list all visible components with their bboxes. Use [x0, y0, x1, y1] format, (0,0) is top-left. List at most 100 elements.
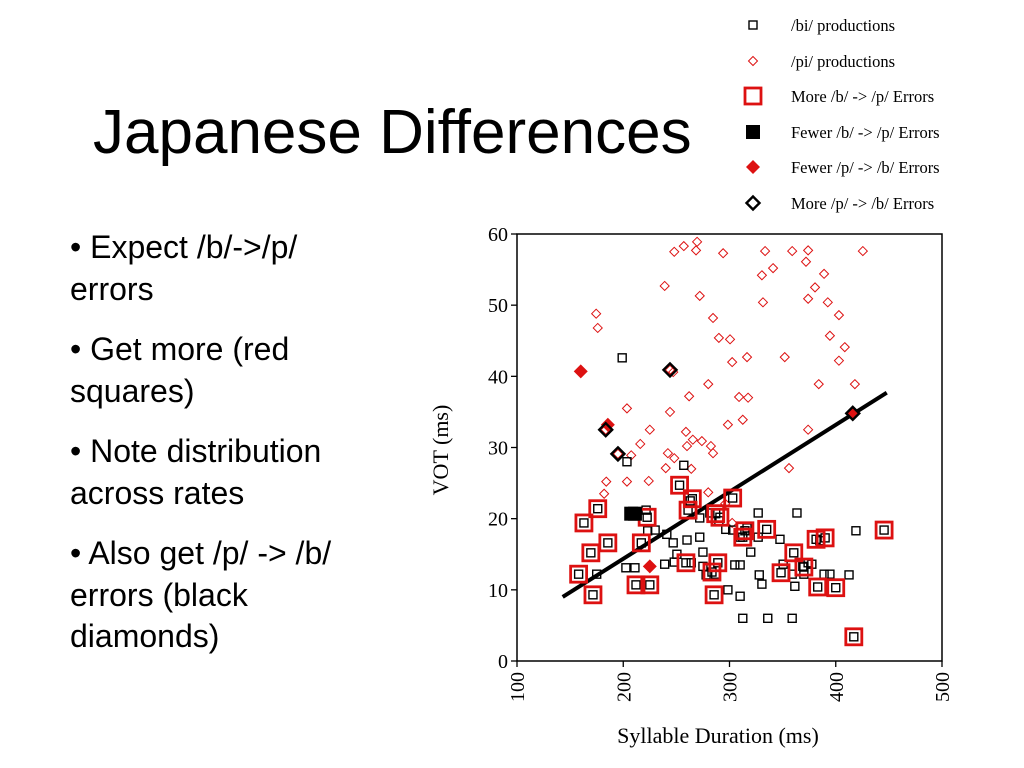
- bi-productions-point: [659, 559, 670, 569]
- pi-productions-point: [621, 403, 633, 414]
- bi-productions-point: [753, 508, 763, 518]
- bi-productions-point: [642, 512, 652, 522]
- more-b-to-p-errors-point: [706, 504, 726, 524]
- y-axis-label: VOT (ms): [428, 405, 453, 496]
- pi-productions-point: [767, 262, 779, 274]
- bi-productions-point: [735, 560, 745, 570]
- fewer-b-to-p-errors-point: [627, 506, 642, 521]
- bi-productions-point: [757, 579, 767, 589]
- pi-productions-point: [644, 424, 656, 435]
- axis-ticks: 0 10 20 30 40 50 60 100 200 300 400 500: [488, 224, 954, 702]
- legend-marker-fewer-b-to-p-errors: [746, 125, 760, 139]
- bi-productions-point: [735, 591, 745, 601]
- bi-productions-point: [573, 569, 584, 579]
- bi-productions-point: [849, 632, 859, 642]
- bi-productions-point: [792, 508, 802, 518]
- more-b-to-p-errors-point: [678, 500, 698, 520]
- bi-productions-point: [679, 460, 689, 470]
- x-axis-label: Syllable Duration (ms): [617, 723, 819, 748]
- y-tick-label: 0: [498, 651, 508, 673]
- bi-productions-point: [603, 538, 613, 548]
- more-b-to-p-errors-point: [704, 585, 724, 605]
- bi-productions-point: [754, 570, 764, 580]
- pi-productions-point: [590, 308, 602, 319]
- pi-productions-point: [742, 392, 754, 403]
- bi-productions-point: [621, 563, 631, 573]
- y-tick-label: 50: [488, 295, 508, 317]
- bi-productions-point: [775, 534, 785, 545]
- more-p-to-b-errors-point: [597, 421, 614, 438]
- more-b-to-p-errors-point: [676, 553, 696, 573]
- pi-productions-point: [833, 355, 845, 366]
- bi-productions-point: [593, 504, 603, 514]
- legend-label-more-b-to-p-errors: More /b/ -> /p/ Errors: [791, 87, 934, 106]
- pi-productions-point: [839, 341, 850, 353]
- bi-productions-point: [789, 548, 799, 558]
- bi-productions-point: [819, 569, 829, 579]
- bi-productions-point: [787, 613, 797, 623]
- more-b-to-p-errors-point: [771, 563, 791, 583]
- more-b-to-p-errors-point: [794, 557, 814, 577]
- pi-productions-point: [857, 245, 869, 257]
- pi-productions-point: [592, 322, 603, 334]
- bi-productions-point: [851, 526, 861, 536]
- bi-productions-point: [631, 580, 641, 590]
- pi-productions-point: [783, 462, 795, 474]
- bi-productions-point: [730, 560, 740, 570]
- more-p-to-b-errors-point: [844, 405, 861, 422]
- bi-productions-point: [831, 582, 841, 593]
- bi-productions-point: [738, 532, 748, 542]
- pi-productions-point: [696, 435, 708, 447]
- bi-productions-point: [790, 581, 800, 591]
- legend-label-pi-productions: /pi/ productions: [791, 52, 895, 71]
- pi-productions-point: [759, 245, 771, 257]
- y-tick-label: 20: [488, 509, 508, 531]
- bi-productions-point: [588, 590, 598, 600]
- legend-marker-bi-productions: [748, 20, 758, 30]
- more-p-to-b-errors-point: [661, 361, 679, 379]
- pi-productions-point: [726, 356, 738, 368]
- pi-productions-point: [694, 290, 705, 302]
- x-tick-label: 300: [720, 672, 742, 702]
- slide-title: Japanese Differences: [93, 98, 692, 167]
- pi-productions-point: [800, 256, 812, 267]
- x-tick-label: 100: [507, 672, 529, 702]
- pi-productions-point: [802, 424, 814, 435]
- bi-productions-point: [738, 613, 748, 623]
- bullet-list: • Expect /b/->/p/ errors • Get more (red…: [70, 227, 360, 677]
- x-tick-label: 500: [932, 672, 954, 702]
- more-b-to-p-errors-point: [682, 489, 702, 509]
- legend-entry-pi-productions: /pi/ productions: [747, 52, 895, 71]
- bi-productions-point: [761, 524, 772, 535]
- pi-productions-point: [786, 245, 798, 257]
- legend-label-fewer-b-to-p-errors: Fewer /b/ -> /p/ Errors: [791, 123, 940, 142]
- more-b-to-p-errors-point: [640, 575, 660, 595]
- pi-productions-point: [741, 351, 753, 363]
- more-b-to-p-errors-point: [757, 519, 777, 539]
- bi-productions-point: [740, 526, 750, 536]
- legend-entry-fewer-p-to-b-errors: Fewer /p/ -> /b/ Errors: [746, 158, 940, 177]
- legend-label-fewer-p-to-b-errors: Fewer /p/ -> /b/ Errors: [791, 158, 940, 177]
- pi-productions-point: [664, 406, 676, 418]
- bi-productions-point: [776, 568, 786, 578]
- legend-entry-more-p-to-b-errors: More /p/ -> /b/ Errors: [744, 194, 934, 213]
- bi-productions-point: [705, 508, 715, 518]
- legend-marker-more-p-to-b-errors: [744, 194, 762, 212]
- pi-productions-point: [664, 364, 676, 376]
- pi-productions-point: [612, 448, 624, 460]
- more-b-to-p-errors-point: [626, 575, 646, 595]
- bi-productions-point: [709, 590, 719, 600]
- pi-productions-point: [809, 282, 821, 293]
- pi-productions-point: [733, 391, 745, 403]
- pi-productions-point: [678, 240, 690, 252]
- more-b-to-p-errors-point: [874, 520, 894, 540]
- pi-productions-point: [824, 330, 836, 341]
- pi-productions-point: [635, 438, 646, 450]
- data-points: [561, 236, 894, 647]
- pi-productions-point: [659, 280, 670, 292]
- legend: /bi/ productions/pi/ productions More /b/…: [743, 16, 940, 213]
- more-b-to-p-errors-point: [808, 577, 828, 597]
- pi-productions-point: [683, 391, 695, 402]
- pi-productions-point: [713, 332, 725, 344]
- bi-productions-point: [674, 480, 685, 490]
